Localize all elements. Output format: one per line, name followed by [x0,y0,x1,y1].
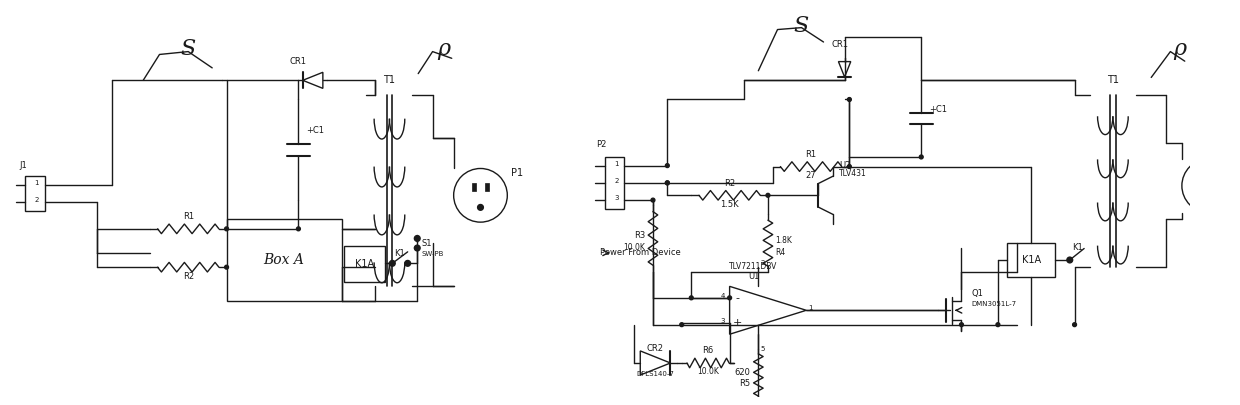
Text: DFLS140-7: DFLS140-7 [636,371,675,377]
Text: ρ: ρ [438,38,450,60]
Text: +C1: +C1 [929,105,947,114]
Text: DMN3051L-7: DMN3051L-7 [971,301,1017,307]
Text: CR1: CR1 [831,40,848,49]
Bar [227,219,341,301]
Circle shape [296,227,300,231]
Text: K1A: K1A [355,259,374,269]
Bar [472,183,476,191]
Text: ρ: ρ [1173,38,1187,60]
Text: 1.5K: 1.5K [720,200,739,209]
Text: -: - [735,293,739,303]
Text: S: S [794,15,810,37]
Text: R2: R2 [182,272,193,281]
Text: +C1: +C1 [306,126,324,135]
Circle shape [414,245,420,251]
Text: Q1: Q1 [971,289,983,298]
Text: Box A: Box A [264,253,305,267]
Text: R4: R4 [775,248,786,257]
Text: 2: 2 [35,197,38,203]
Circle shape [224,265,228,269]
Text: 1.8K: 1.8K [775,236,792,245]
Text: 1: 1 [614,161,619,166]
Circle shape [224,227,228,231]
Text: K1A: K1A [1022,255,1042,265]
Text: CR2: CR2 [647,345,663,354]
Text: S: S [181,38,196,60]
Text: SW-PB: SW-PB [422,251,444,257]
Circle shape [1205,195,1211,201]
Bar [1214,174,1218,181]
Text: K1: K1 [1071,243,1083,252]
Circle shape [477,205,484,210]
Circle shape [389,260,396,266]
Circle shape [996,323,999,326]
Text: T1: T1 [1107,75,1118,85]
Circle shape [847,165,852,168]
Circle shape [728,296,732,300]
Text: +: + [733,318,742,328]
Circle shape [651,198,655,202]
Text: CR1: CR1 [290,57,308,66]
Text: P1: P1 [511,168,523,178]
Text: R2: R2 [724,179,735,188]
Text: P2: P2 [596,141,606,149]
Text: T1: T1 [383,75,396,85]
Text: 3: 3 [720,318,725,324]
Bar [1200,174,1204,181]
Text: S1: S1 [422,239,432,248]
Text: U2: U2 [838,162,851,171]
Text: R1: R1 [806,150,817,159]
Text: U1: U1 [748,272,759,281]
Bar [1007,243,1055,277]
Text: 10.0K: 10.0K [697,367,719,377]
Circle shape [847,98,852,101]
Text: 10.0K: 10.0K [624,243,645,252]
Circle shape [919,155,923,159]
Text: 1: 1 [808,305,812,311]
Circle shape [414,236,420,241]
Text: Power From Device: Power From Device [600,248,681,257]
Text: 1: 1 [35,180,40,186]
Text: 27: 27 [806,171,816,180]
Text: 5: 5 [760,347,765,352]
Circle shape [960,323,963,326]
Circle shape [404,260,410,266]
Text: TLV7211DBV: TLV7211DBV [729,262,777,271]
Circle shape [680,323,683,326]
Circle shape [1073,323,1076,326]
Text: R1: R1 [182,212,193,221]
Text: TLV431: TLV431 [838,169,867,178]
Text: R5: R5 [739,379,750,388]
Text: 2: 2 [760,260,765,266]
Text: R6: R6 [702,346,714,356]
Circle shape [766,194,770,197]
Bar [345,246,384,281]
Bar [485,183,489,191]
Bar [605,157,624,209]
Circle shape [666,181,670,185]
Text: J1: J1 [20,162,27,171]
Text: K1: K1 [394,249,405,258]
Circle shape [1066,257,1073,263]
Text: 4: 4 [720,293,725,299]
Circle shape [689,296,693,300]
Bar [25,176,45,211]
Text: 620: 620 [735,368,750,377]
Text: 2: 2 [614,178,619,184]
Circle shape [666,164,670,168]
Text: 3: 3 [614,195,619,201]
Circle shape [666,181,670,185]
Text: R3: R3 [634,231,645,241]
